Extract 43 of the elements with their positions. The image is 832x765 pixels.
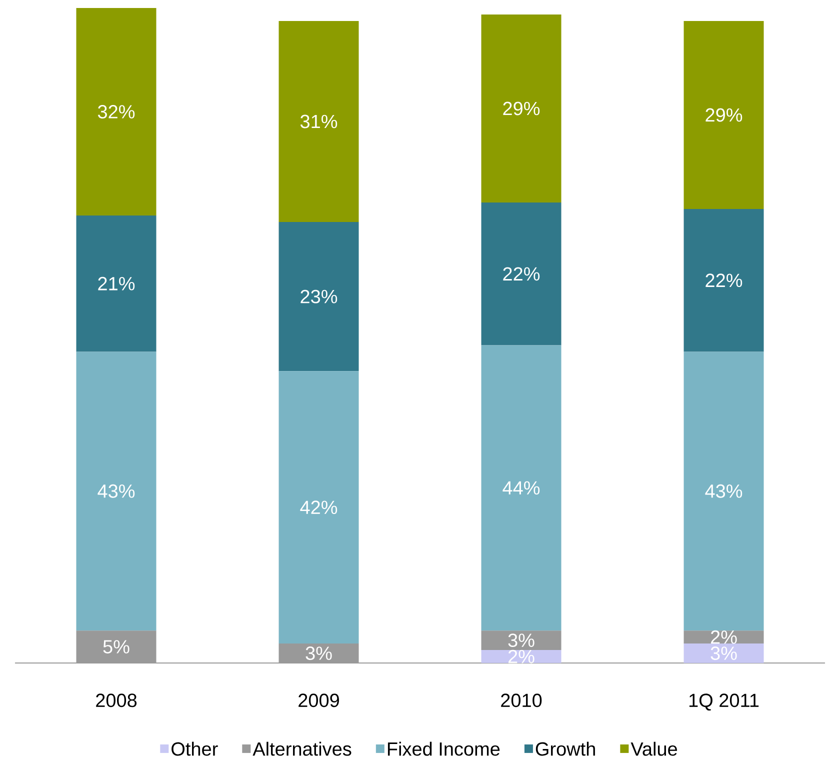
legend-label: Fixed Income — [388, 742, 500, 756]
data-label: 32% — [98, 105, 135, 118]
data-label: 29% — [706, 108, 742, 122]
bar — [76, 216, 156, 352]
data-label: 22% — [706, 274, 742, 288]
data-label: 3% — [508, 634, 534, 648]
data-label: 43% — [705, 484, 742, 498]
bar — [684, 20, 764, 210]
bar — [481, 650, 562, 663]
bar — [76, 8, 156, 216]
bar — [684, 630, 764, 644]
x-tick-label: 2010 — [501, 694, 542, 708]
legend-label: Value — [630, 742, 678, 756]
bar — [481, 345, 562, 631]
data-label: 44% — [502, 481, 540, 495]
bar — [278, 371, 359, 644]
data-label: 29% — [503, 102, 540, 116]
bar — [481, 630, 562, 650]
data-label: 22% — [503, 267, 540, 281]
data-label: 2% — [710, 630, 737, 644]
bar — [684, 209, 764, 352]
bar — [76, 352, 156, 631]
x-tick-label: 2009 — [298, 694, 339, 708]
bar — [684, 352, 764, 631]
legend-label: Growth — [536, 742, 595, 756]
legend-label: Other — [172, 742, 218, 756]
x-tick-label: 2008 — [96, 694, 137, 708]
bar — [76, 630, 156, 663]
data-label: 3% — [306, 646, 332, 660]
data-label: 21% — [98, 276, 135, 290]
data-label: 5% — [103, 640, 130, 654]
data-label: 42% — [300, 500, 338, 514]
data-label: 23% — [300, 290, 338, 304]
bar — [278, 222, 359, 372]
bar — [481, 202, 562, 346]
x-tick-label: 1Q 2011 — [689, 694, 759, 711]
bar — [481, 14, 562, 203]
legend-label: Alternatives — [252, 742, 352, 756]
data-label: 31% — [300, 114, 338, 128]
data-label: 43% — [98, 484, 135, 498]
bar — [278, 20, 359, 222]
bar — [278, 644, 359, 663]
bar — [684, 644, 764, 663]
